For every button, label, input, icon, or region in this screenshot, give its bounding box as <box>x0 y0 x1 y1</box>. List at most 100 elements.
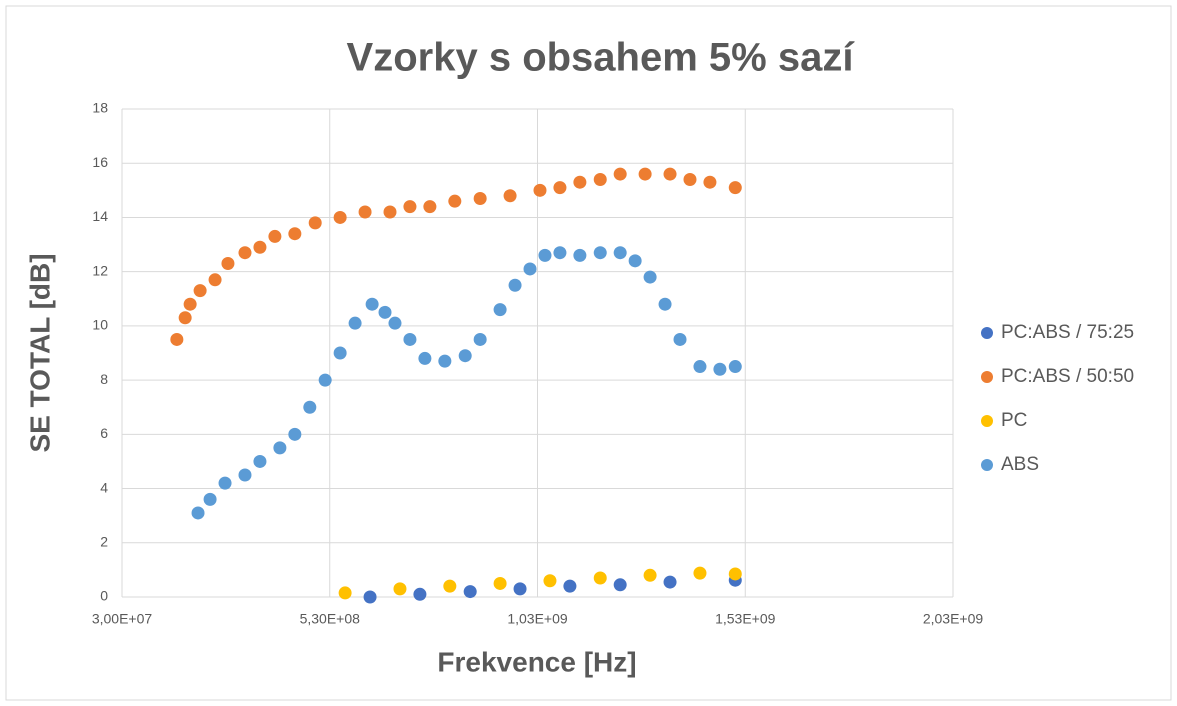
chart-border <box>5 5 1172 701</box>
point <box>628 254 642 268</box>
legend-label: PC:ABS / 75:25 <box>1001 322 1134 343</box>
point <box>178 311 192 325</box>
x-tick-label: 1,03E+09 <box>507 611 568 627</box>
point <box>273 441 287 455</box>
chart-title: Vzorky s obsahem 5% sazí <box>347 36 856 80</box>
point <box>683 172 697 186</box>
legend-label: PC:ABS / 50:50 <box>1001 366 1134 387</box>
point <box>383 205 397 219</box>
point <box>253 240 267 254</box>
y-tick-label: 2 <box>100 533 108 549</box>
point <box>553 181 567 195</box>
point <box>728 181 742 195</box>
x-tick-label: 2,03E+09 <box>923 611 984 627</box>
point <box>318 373 332 387</box>
x-tick-label: 5,30E+08 <box>300 611 361 627</box>
point <box>473 191 487 205</box>
point <box>728 567 742 581</box>
point <box>573 248 587 262</box>
point <box>613 246 627 260</box>
point <box>418 351 432 365</box>
point <box>363 590 377 604</box>
point <box>338 586 352 600</box>
point <box>613 578 627 592</box>
point <box>218 476 232 490</box>
point <box>423 200 437 214</box>
y-tick-label: 12 <box>92 262 108 278</box>
point <box>663 167 677 181</box>
point <box>593 571 607 585</box>
y-axis-title: SE TOTAL [dB] <box>24 253 55 452</box>
point <box>438 354 452 368</box>
point <box>473 332 487 346</box>
point <box>208 273 222 287</box>
y-tick-label: 8 <box>100 371 108 387</box>
point <box>543 574 557 588</box>
y-tick-label: 4 <box>100 479 108 495</box>
point <box>358 205 372 219</box>
point <box>388 316 402 330</box>
point <box>191 506 205 520</box>
point <box>348 316 362 330</box>
point <box>193 284 207 298</box>
point <box>333 210 347 224</box>
point <box>728 360 742 374</box>
point <box>463 585 477 599</box>
point <box>308 216 322 230</box>
point <box>365 297 379 311</box>
point <box>538 248 552 262</box>
point <box>493 576 507 590</box>
x-axis-title: Frekvence [Hz] <box>437 646 636 677</box>
legend-marker <box>981 415 993 427</box>
point <box>693 360 707 374</box>
point <box>713 362 727 376</box>
point <box>403 332 417 346</box>
y-tick-label: 16 <box>92 154 108 170</box>
point <box>493 303 507 317</box>
point <box>203 492 217 506</box>
legend-marker <box>981 327 993 339</box>
point <box>693 566 707 580</box>
point <box>333 346 347 360</box>
x-tick-label: 3,00E+07 <box>92 611 153 627</box>
point <box>673 332 687 346</box>
point <box>238 246 252 260</box>
point <box>403 200 417 214</box>
point <box>593 172 607 186</box>
point <box>638 167 652 181</box>
y-tick-label: 10 <box>92 317 108 333</box>
point <box>303 400 317 414</box>
legend-marker <box>981 459 993 471</box>
point <box>288 227 302 241</box>
point <box>658 297 672 311</box>
point <box>183 297 197 311</box>
point <box>533 183 547 197</box>
point <box>503 189 517 203</box>
legend-marker <box>981 371 993 383</box>
legend-label: ABS <box>1001 454 1039 475</box>
point <box>448 194 462 208</box>
point <box>238 468 252 482</box>
point <box>170 332 184 346</box>
point <box>508 278 522 292</box>
legend-label: PC <box>1001 410 1027 431</box>
point <box>663 575 677 589</box>
point <box>643 568 657 582</box>
point <box>703 175 717 189</box>
point <box>593 246 607 260</box>
point <box>288 427 302 441</box>
x-tick-label: 1,53E+09 <box>715 611 776 627</box>
point <box>378 305 392 319</box>
y-tick-label: 6 <box>100 425 108 441</box>
y-tick-label: 14 <box>92 208 108 224</box>
y-tick-label: 18 <box>92 100 108 116</box>
point <box>573 175 587 189</box>
point <box>553 246 567 260</box>
point <box>268 229 282 243</box>
point <box>253 454 267 468</box>
point <box>221 257 235 271</box>
point <box>563 579 577 593</box>
y-tick-label: 0 <box>100 588 108 604</box>
point <box>523 262 537 276</box>
